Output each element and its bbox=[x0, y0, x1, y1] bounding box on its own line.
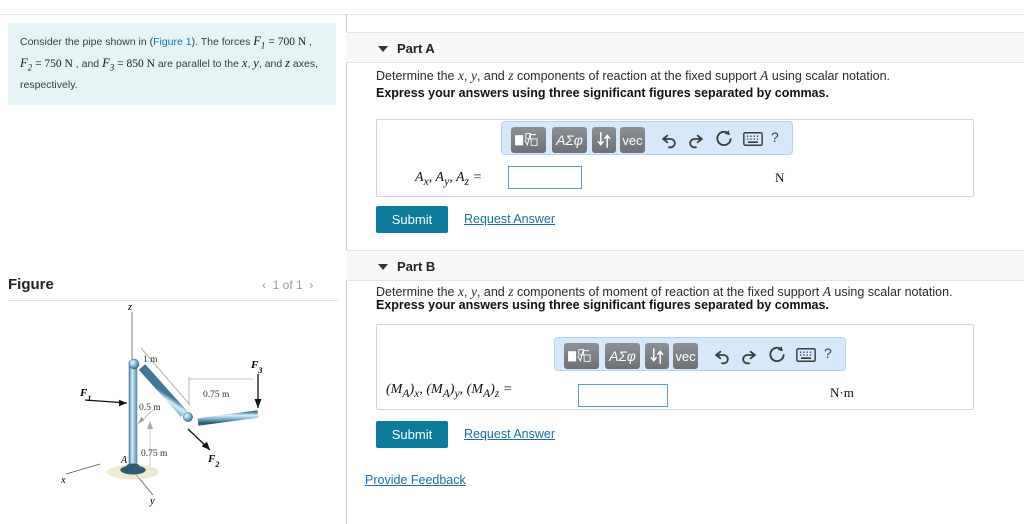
svg-text:0.75 m: 0.75 m bbox=[203, 390, 230, 400]
svg-text:1 m: 1 m bbox=[143, 355, 158, 365]
svg-text:0.75 m: 0.75 m bbox=[141, 449, 168, 459]
svg-text:F3: F3 bbox=[250, 359, 262, 375]
svg-text:y: y bbox=[149, 496, 155, 507]
svg-text:z: z bbox=[127, 302, 132, 313]
svg-text:0.5 m: 0.5 m bbox=[139, 403, 161, 413]
svg-text:F2: F2 bbox=[207, 453, 219, 469]
svg-text:A: A bbox=[120, 455, 128, 466]
svg-text:x: x bbox=[60, 475, 66, 486]
